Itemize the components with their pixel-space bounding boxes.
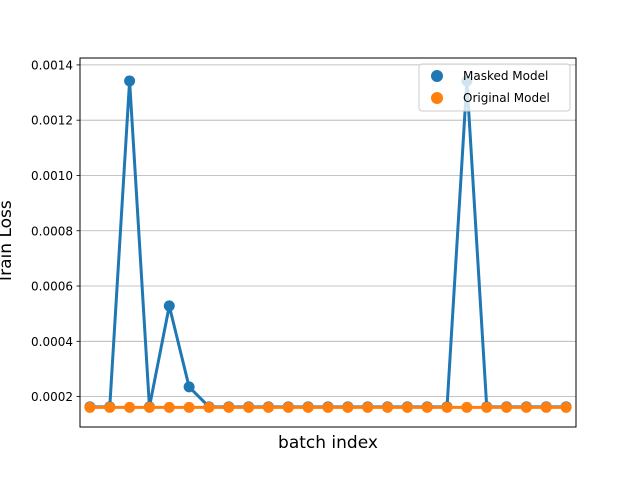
data-point-masked-model	[163, 300, 175, 312]
legend-label-original-model: Original Model	[463, 91, 550, 105]
legend-box	[418, 63, 571, 112]
data-point-original-model	[183, 401, 195, 413]
data-point-original-model	[362, 401, 374, 413]
y-tick-label: 0.0008	[31, 224, 73, 238]
legend: Masked Model Original Model	[418, 63, 571, 112]
data-point-original-model	[223, 401, 235, 413]
data-point-original-model	[421, 401, 433, 413]
y-tick-label: 0.0004	[31, 335, 73, 349]
y-tick-label: 0.0014	[31, 58, 73, 72]
data-point-original-model	[302, 401, 314, 413]
y-axis-ticks: 0.0002 0.0004 0.0006 0.0008 0.0010 0.0012 0.00…	[31, 58, 80, 404]
data-point-masked-model	[124, 75, 136, 87]
series-layer	[84, 75, 572, 413]
data-point-original-model	[520, 401, 532, 413]
data-point-original-model	[441, 401, 453, 413]
plot-frame	[79, 57, 577, 428]
series-original-model	[84, 401, 572, 413]
data-point-original-model	[262, 401, 274, 413]
data-point-original-model	[342, 401, 354, 413]
data-point-original-model	[203, 401, 215, 413]
data-point-original-model	[143, 401, 155, 413]
data-point-original-model	[382, 401, 394, 413]
series-line-masked-model	[88, 79, 568, 409]
data-point-original-model	[124, 401, 136, 413]
data-point-original-model	[163, 401, 175, 413]
data-point-original-model	[401, 401, 413, 413]
data-point-original-model	[481, 401, 493, 413]
data-point-original-model	[104, 401, 116, 413]
y-tick-label: 0.0002	[31, 390, 73, 404]
data-point-original-model	[322, 401, 334, 413]
data-point-original-model	[461, 401, 473, 413]
y-tick-label: 0.0012	[31, 114, 73, 128]
data-point-original-model	[560, 401, 572, 413]
x-axis-title: batch index	[278, 433, 378, 453]
legend-marker-original-model	[431, 92, 443, 104]
y-tick-label: 0.0010	[31, 169, 73, 183]
legend-marker-masked-model	[431, 70, 443, 82]
data-point-original-model	[84, 401, 96, 413]
data-point-original-model	[540, 401, 552, 413]
data-point-original-model	[282, 401, 294, 413]
y-axis-title: Train Loss	[0, 200, 16, 285]
legend-label-masked-model: Masked Model	[463, 69, 548, 83]
data-point-original-model	[243, 401, 255, 413]
data-point-masked-model	[183, 381, 195, 393]
data-point-original-model	[501, 401, 513, 413]
series-masked-model	[84, 75, 572, 413]
y-gridlines	[80, 64, 576, 397]
y-tick-label: 0.0006	[31, 280, 73, 294]
